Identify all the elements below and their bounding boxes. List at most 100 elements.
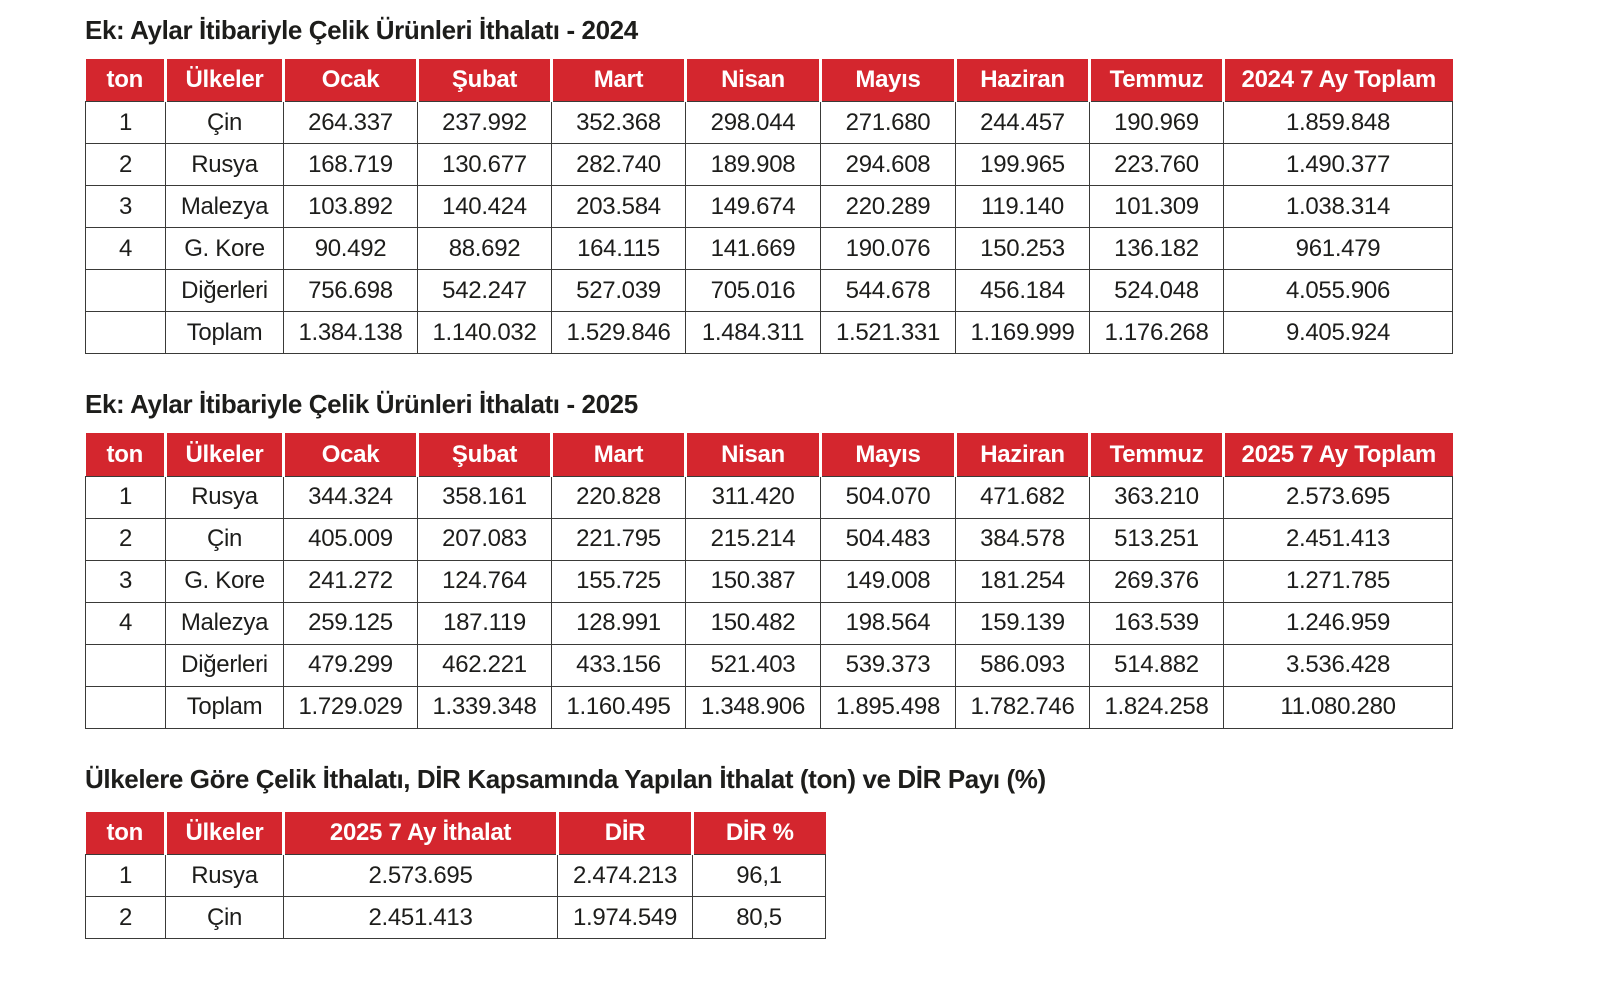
value-cell: 1.782.746 [955, 685, 1090, 729]
value-cell: 140.424 [417, 185, 552, 229]
column-header: Şubat [416, 58, 552, 102]
table-row: 3 Malezya 103.892 140.424 203.584 149.674 220.… [85, 185, 1453, 229]
rank-cell [85, 269, 166, 313]
value-cell: 1.384.138 [283, 311, 418, 355]
value-cell: 221.795 [551, 517, 686, 561]
value-cell: 88.692 [417, 227, 552, 271]
value-cell: 542.247 [417, 269, 552, 313]
country-cell: Rusya [165, 854, 284, 898]
value-cell: 269.376 [1089, 559, 1224, 603]
table-row: Toplam 1.729.029 1.339.348 1.160.495 1.348.9… [85, 685, 1453, 729]
value-cell: 504.483 [820, 517, 956, 561]
value-cell: 1.521.331 [820, 311, 956, 355]
value-cell: 2.474.213 [557, 854, 693, 898]
country-cell: G. Kore [165, 227, 284, 271]
table-row: 1 Rusya 344.324 358.161 220.828 311.420 504.07… [85, 475, 1453, 519]
column-header: Nisan [684, 433, 821, 477]
value-cell: 3.536.428 [1223, 643, 1453, 687]
value-cell: 1.176.268 [1089, 311, 1224, 355]
rank-cell: 1 [85, 854, 166, 898]
value-cell: 462.221 [417, 643, 552, 687]
section-imports-2025: Ek: Aylar İtibariyle Çelik Ürünleri İtha… [85, 389, 1600, 729]
value-cell: 358.161 [417, 475, 552, 519]
value-cell: 101.309 [1089, 185, 1224, 229]
value-cell: 130.677 [417, 143, 552, 187]
column-header: Temmuz [1088, 58, 1224, 102]
value-cell: 756.698 [283, 269, 418, 313]
column-header: ton [85, 58, 166, 102]
rank-cell: 3 [85, 559, 166, 603]
value-cell: 513.251 [1089, 517, 1224, 561]
value-cell: 456.184 [955, 269, 1090, 313]
column-header: ton [85, 433, 166, 477]
value-cell: 705.016 [685, 269, 821, 313]
table-row: Toplam 1.384.138 1.140.032 1.529.846 1.484.3… [85, 311, 1453, 355]
value-cell: 150.482 [685, 601, 821, 645]
value-cell: 198.564 [820, 601, 956, 645]
value-cell: 155.725 [551, 559, 686, 603]
column-header: Mart [550, 433, 686, 477]
table-title-2024: Ek: Aylar İtibariyle Çelik Ürünleri İtha… [85, 15, 638, 45]
value-cell: 237.992 [417, 101, 552, 145]
column-header: Ülkeler [164, 433, 284, 477]
value-cell: 149.008 [820, 559, 956, 603]
value-cell: 1.824.258 [1089, 685, 1224, 729]
value-cell: 479.299 [283, 643, 418, 687]
value-cell: 90.492 [283, 227, 418, 271]
value-cell: 961.479 [1223, 227, 1453, 271]
table-row: 2 Çin 405.009 207.083 221.795 215.214 504.483 3… [85, 517, 1453, 561]
country-cell: Malezya [165, 601, 284, 645]
column-header: Ülkeler [164, 811, 284, 855]
table-row: 4 Malezya 259.125 187.119 128.991 150.482 198.… [85, 601, 1453, 645]
value-cell: 384.578 [955, 517, 1090, 561]
country-cell: G. Kore [165, 559, 284, 603]
rank-cell [85, 311, 166, 355]
value-cell: 244.457 [955, 101, 1090, 145]
value-cell: 298.044 [685, 101, 821, 145]
imports-table-2024: ton Ülkeler Ocak Şubat Mart Nisan Mayıs Haziran… [85, 58, 1453, 355]
table-row: 2 Çin 2.451.413 1.974.549 80,5 [85, 896, 826, 940]
value-cell: 215.214 [685, 517, 821, 561]
value-cell: 1.169.999 [955, 311, 1090, 355]
value-cell: 1.038.314 [1223, 185, 1453, 229]
table-row: Diğerleri 756.698 542.247 527.039 705.016 544… [85, 269, 1453, 313]
value-cell: 9.405.924 [1223, 311, 1453, 355]
country-cell: Toplam [165, 685, 284, 729]
column-header: Mayıs [819, 433, 956, 477]
column-header: ton [85, 811, 166, 855]
value-cell: 149.674 [685, 185, 821, 229]
value-cell: 168.719 [283, 143, 418, 187]
value-cell: 150.387 [685, 559, 821, 603]
country-cell: Rusya [165, 475, 284, 519]
value-cell: 259.125 [283, 601, 418, 645]
value-cell: 294.608 [820, 143, 956, 187]
value-cell: 1.348.906 [685, 685, 821, 729]
value-cell: 1.246.959 [1223, 601, 1453, 645]
value-cell: 164.115 [551, 227, 686, 271]
header-row: ton Ülkeler 2025 7 Ay İthalat DİR DİR % [85, 811, 826, 855]
value-cell: 539.373 [820, 643, 956, 687]
rank-cell: 2 [85, 143, 166, 187]
rank-cell: 1 [85, 475, 166, 519]
rank-cell: 2 [85, 517, 166, 561]
value-cell: 1.729.029 [283, 685, 418, 729]
value-cell: 190.969 [1089, 101, 1224, 145]
value-cell: 1.490.377 [1223, 143, 1453, 187]
value-cell: 223.760 [1089, 143, 1224, 187]
value-cell: 2.451.413 [283, 896, 558, 940]
value-cell: 2.451.413 [1223, 517, 1453, 561]
rank-cell: 4 [85, 227, 166, 271]
imports-table-2025: ton Ülkeler Ocak Şubat Mart Nisan Mayıs Haziran… [85, 433, 1453, 729]
value-cell: 524.048 [1089, 269, 1224, 313]
rank-cell [85, 643, 166, 687]
table-row: 4 G. Kore 90.492 88.692 164.115 141.669 190.07… [85, 227, 1453, 271]
value-cell: 271.680 [820, 101, 956, 145]
country-cell: Rusya [165, 143, 284, 187]
value-cell: 187.119 [417, 601, 552, 645]
country-cell: Çin [165, 517, 284, 561]
value-cell: 352.368 [551, 101, 686, 145]
value-cell: 1.974.549 [557, 896, 693, 940]
column-header: Ülkeler [164, 58, 284, 102]
section-imports-2024: Ek: Aylar İtibariyle Çelik Ürünleri İtha… [85, 15, 1600, 355]
column-header: 2025 7 Ay Toplam [1222, 433, 1453, 477]
